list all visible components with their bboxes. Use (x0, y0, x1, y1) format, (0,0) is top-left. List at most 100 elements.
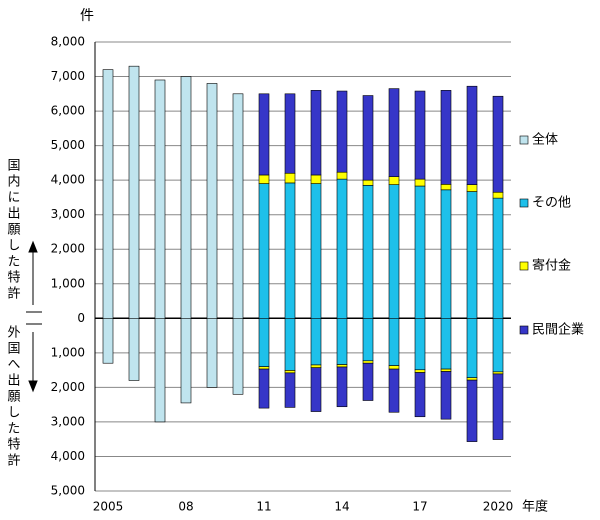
bar-segment (310, 183, 322, 319)
bar-segment (258, 368, 270, 409)
bar-segment (492, 95, 504, 193)
bar-segment (388, 184, 400, 319)
bar-segment (414, 372, 426, 418)
bar-segment (180, 76, 192, 319)
bar-segment (414, 369, 426, 373)
y-tick-label: 4,000 (51, 449, 85, 463)
bar-segment (388, 176, 400, 185)
bar-segment (440, 371, 452, 420)
bar-segment (362, 318, 374, 362)
bar-segment (362, 185, 374, 319)
bar-segment (128, 318, 140, 381)
bar-segment (336, 178, 348, 319)
bar-segment (414, 178, 426, 187)
x-tick-label: 17 (412, 500, 427, 514)
bar-segment (128, 65, 140, 319)
bar-segment (102, 318, 114, 364)
x-unit: 年度 (522, 499, 548, 515)
bar-segment (284, 372, 296, 408)
bar-segment (284, 318, 296, 371)
y-tick-label: 2,000 (51, 242, 85, 256)
bar-segment (258, 93, 270, 176)
bar-segment (310, 174, 322, 184)
bar-segment (258, 183, 270, 319)
annotation-top: 国内に出願した特許 (5, 158, 21, 302)
bar-segment (336, 171, 348, 180)
bar-segment (388, 318, 400, 366)
bar-segment (154, 79, 166, 319)
bar-segment (284, 370, 296, 374)
bar-segment (492, 197, 504, 319)
y-tick-label: 2,000 (51, 380, 85, 394)
bar-segment (336, 318, 348, 365)
y-tick-label: 7,000 (51, 69, 85, 83)
bar-segment (336, 364, 348, 368)
bar-segment (440, 183, 452, 191)
legend-swatch (519, 261, 529, 271)
annotation-bottom: 外国へ出願した特許 (5, 325, 21, 469)
bar-segment (466, 318, 478, 379)
x-tick-label: 2005 (93, 500, 124, 514)
bar-segment (310, 90, 322, 176)
bar-segment (492, 318, 504, 373)
bar-segment (258, 318, 270, 367)
bar-segment (232, 93, 244, 319)
bar-segment (440, 90, 452, 185)
x-tick-label: 11 (256, 500, 271, 514)
bar-segment (102, 69, 114, 319)
bar-segment (284, 93, 296, 174)
bar-segment (154, 318, 166, 423)
legend-label: 寄付金 (532, 258, 571, 274)
bar-segment (362, 360, 374, 364)
bar-segment (388, 368, 400, 413)
y-tick-label: 5,000 (51, 484, 85, 498)
legend-label: 民間企業 (532, 322, 584, 338)
bar-segment (466, 85, 478, 185)
bar-segment (388, 365, 400, 370)
bar-segment (466, 377, 478, 381)
y-tick-label: 3,000 (51, 207, 85, 221)
bar-segment (440, 368, 452, 372)
bar-segment (492, 373, 504, 440)
y-tick-label: 1,000 (51, 345, 85, 359)
bar-segment (336, 90, 348, 173)
bar-segment (466, 184, 478, 192)
legend-label: その他 (532, 196, 571, 211)
bar-segment (414, 185, 426, 319)
x-tick-label: 2020 (483, 500, 514, 514)
y-tick-label: 6,000 (51, 104, 85, 118)
bar-segment (492, 371, 504, 375)
x-tick-label: 08 (178, 500, 193, 514)
bar-segment (336, 366, 348, 408)
bar-segment (310, 364, 322, 368)
bar-segment (414, 318, 426, 371)
bar-segment (232, 318, 244, 395)
y-tick-label: 5,000 (51, 138, 85, 152)
legend-swatch (519, 198, 529, 208)
bar-segment (258, 174, 270, 184)
bar-segment (206, 318, 218, 388)
y-tick-label: 0 (77, 311, 85, 325)
bar-segment (440, 318, 452, 370)
y-tick-label: 4,000 (51, 173, 85, 187)
bar-segment (362, 179, 374, 186)
bar-segment (362, 95, 374, 181)
bar-segment (180, 318, 192, 404)
bar-segment (206, 83, 218, 319)
bar-segment (492, 191, 504, 199)
x-tick-label: 14 (334, 500, 349, 514)
bar-segment (258, 366, 270, 370)
bar-segment (440, 189, 452, 319)
bar-segment (466, 191, 478, 319)
bar-segment (388, 88, 400, 177)
bar-segment (310, 367, 322, 412)
arrows (26, 240, 42, 393)
bar-segment (284, 172, 296, 184)
y-unit: 件 (80, 8, 94, 24)
bar-segment (310, 318, 322, 366)
legend-label: 全体 (532, 132, 558, 148)
bar-segment (284, 182, 296, 319)
y-tick-label: 8,000 (51, 35, 85, 49)
bar-segment (466, 379, 478, 442)
